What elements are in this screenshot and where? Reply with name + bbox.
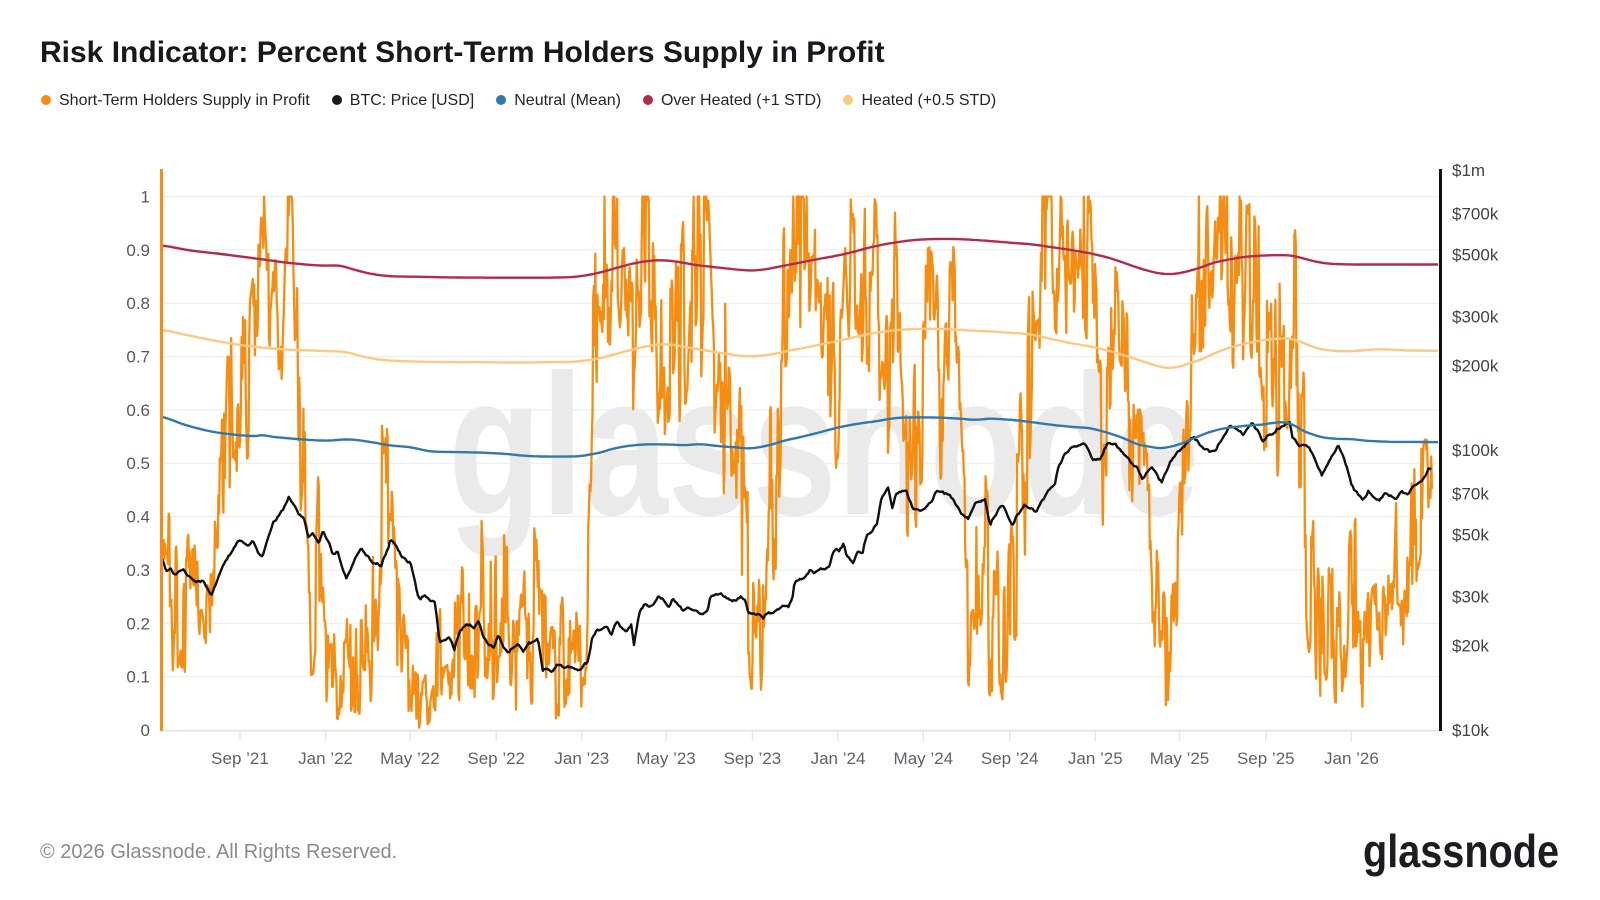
svg-text:0.3: 0.3 [126, 561, 150, 580]
svg-text:0.6: 0.6 [126, 401, 150, 420]
svg-text:May ’25: May ’25 [1150, 749, 1210, 768]
svg-text:1: 1 [141, 188, 150, 207]
svg-text:Jan ’25: Jan ’25 [1068, 749, 1123, 768]
svg-text:0.9: 0.9 [126, 241, 150, 260]
svg-text:Sep ’25: Sep ’25 [1237, 749, 1295, 768]
svg-text:0.1: 0.1 [126, 668, 150, 687]
svg-text:$300k: $300k [1452, 307, 1499, 326]
svg-text:$100k: $100k [1452, 441, 1499, 460]
svg-text:$500k: $500k [1452, 245, 1499, 264]
svg-text:Sep ’21: Sep ’21 [211, 749, 269, 768]
svg-text:Jan ’24: Jan ’24 [811, 749, 866, 768]
svg-text:$1m: $1m [1452, 161, 1485, 180]
svg-text:$70k: $70k [1452, 484, 1489, 503]
svg-text:0.7: 0.7 [126, 348, 150, 367]
svg-text:May ’23: May ’23 [636, 749, 696, 768]
svg-text:Sep ’22: Sep ’22 [467, 749, 525, 768]
svg-text:$700k: $700k [1452, 204, 1499, 223]
svg-text:May ’22: May ’22 [380, 749, 440, 768]
svg-text:0.8: 0.8 [126, 294, 150, 313]
svg-text:0.5: 0.5 [126, 454, 150, 473]
svg-text:Jan ’23: Jan ’23 [554, 749, 609, 768]
svg-text:Sep ’24: Sep ’24 [981, 749, 1039, 768]
svg-text:$200k: $200k [1452, 357, 1499, 376]
svg-text:0: 0 [141, 721, 150, 740]
svg-text:glassnode: glassnode [1363, 825, 1559, 877]
svg-text:Sep ’23: Sep ’23 [724, 749, 782, 768]
svg-text:Jan ’22: Jan ’22 [298, 749, 353, 768]
svg-text:$50k: $50k [1452, 525, 1489, 544]
svg-text:Jan ’26: Jan ’26 [1324, 749, 1379, 768]
svg-text:0.2: 0.2 [126, 614, 150, 633]
svg-text:0.4: 0.4 [126, 508, 150, 527]
svg-text:May ’24: May ’24 [894, 749, 954, 768]
svg-text:$20k: $20k [1452, 637, 1489, 656]
svg-text:$10k: $10k [1452, 721, 1489, 740]
svg-text:$30k: $30k [1452, 587, 1489, 606]
